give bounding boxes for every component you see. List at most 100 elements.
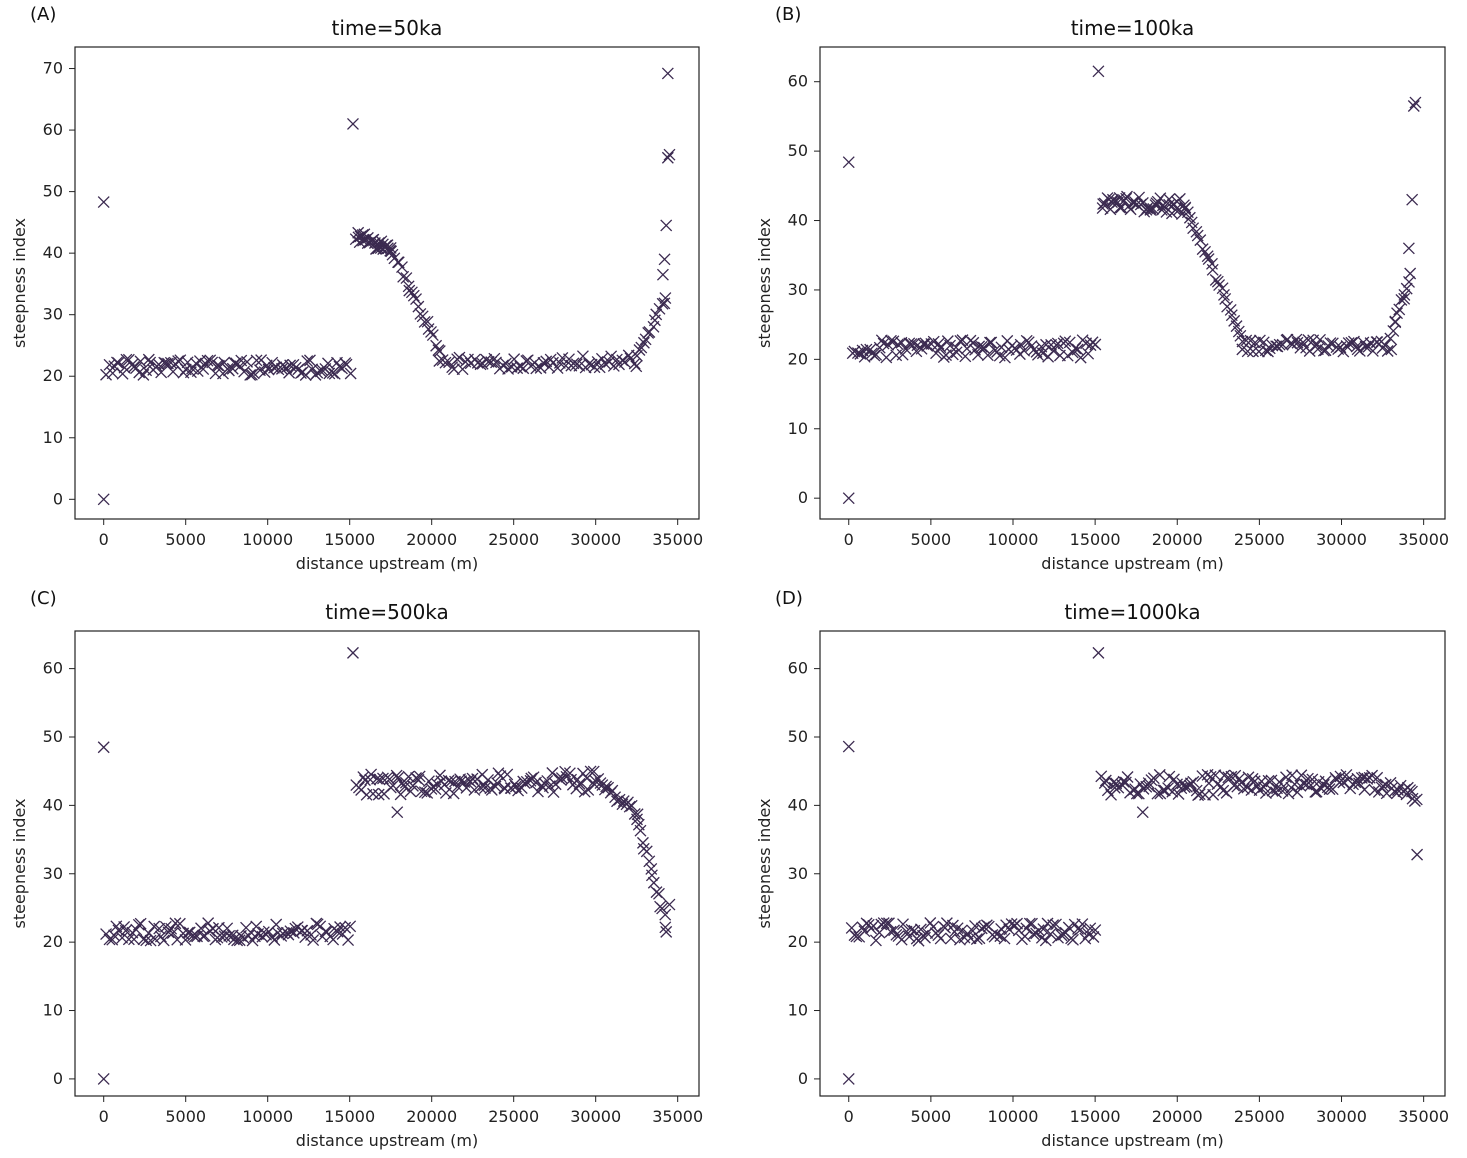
data-point: [663, 898, 676, 911]
data-point: [652, 887, 665, 900]
data-point: [941, 335, 954, 348]
data-point: [1153, 768, 1166, 781]
panel-label: (C): [30, 588, 57, 609]
data-point: [1018, 930, 1031, 943]
data-point: [517, 362, 530, 375]
data-point: [1409, 96, 1422, 109]
data-point: [275, 362, 288, 375]
data-point: [430, 339, 443, 352]
data-point: [606, 784, 619, 797]
data-point: [1368, 784, 1381, 797]
data-point: [1381, 345, 1394, 357]
data-point: [1259, 344, 1272, 357]
data-point: [1089, 924, 1102, 937]
data-point: [342, 934, 355, 946]
data-point: [875, 334, 888, 347]
y-tick-label: 20: [788, 349, 808, 368]
y-tick-label: 30: [43, 864, 63, 883]
data-point: [1349, 776, 1362, 789]
data-point: [953, 933, 966, 946]
panel-label: (A): [30, 4, 56, 25]
data-point: [639, 333, 652, 346]
data-point: [1235, 776, 1248, 789]
x-axis-label: distance upstream (m): [296, 554, 478, 573]
x-tick-label: 0: [844, 1107, 854, 1126]
data-point: [1389, 315, 1402, 328]
data-point: [1384, 332, 1397, 345]
data-point: [1391, 307, 1403, 320]
data-point: [1398, 292, 1411, 305]
data-point: [1143, 780, 1156, 793]
data-point: [656, 268, 669, 281]
y-tick-label: 10: [43, 1001, 63, 1020]
data-point: [134, 917, 147, 930]
data-point: [1358, 783, 1371, 796]
x-tick-label: 35000: [1398, 530, 1449, 549]
data-point: [287, 926, 300, 939]
data-point: [1301, 772, 1314, 785]
y-tick-label: 10: [788, 1001, 808, 1020]
x-tick-label: 0: [99, 1107, 109, 1126]
data-point: [400, 272, 413, 284]
data-point: [1092, 646, 1105, 659]
data-point: [537, 356, 550, 369]
data-point: [1011, 917, 1023, 930]
y-tick-label: 10: [43, 428, 63, 447]
x-tick-label: 20000: [1152, 530, 1203, 549]
data-point: [365, 768, 378, 781]
data-point: [860, 343, 873, 356]
data-point: [1147, 772, 1160, 785]
y-tick-label: 60: [43, 120, 63, 139]
data-point: [1324, 337, 1337, 350]
data-point: [1082, 347, 1095, 360]
y-tick-label: 50: [43, 727, 63, 746]
data-point: [1158, 784, 1171, 797]
data-point: [433, 345, 446, 358]
data-point: [1076, 918, 1089, 931]
data-point: [391, 806, 404, 819]
chart-title: time=1000ka: [1064, 600, 1200, 624]
data-point: [1237, 782, 1250, 795]
x-tick-label: 30000: [1316, 530, 1367, 549]
x-tick-label: 15000: [324, 530, 375, 549]
data-point: [422, 775, 435, 788]
data-point: [660, 219, 673, 232]
data-point: [870, 348, 883, 361]
data-point: [858, 350, 871, 363]
data-point: [637, 336, 650, 349]
data-point: [190, 357, 202, 370]
data-point: [1253, 334, 1266, 347]
data-point: [460, 781, 473, 794]
y-tick-label: 40: [43, 795, 63, 814]
data-point: [1217, 784, 1230, 797]
data-point: [1390, 787, 1403, 800]
x-tick-label: 35000: [1398, 1107, 1449, 1126]
x-tick-label: 10000: [988, 1107, 1039, 1126]
data-point: [869, 934, 882, 947]
data-point: [1398, 288, 1411, 301]
data-point: [418, 316, 431, 328]
data-point: [661, 67, 674, 80]
data-point: [468, 783, 481, 796]
data-point: [169, 917, 182, 930]
data-point: [155, 366, 168, 379]
x-tick-label: 15000: [1070, 1107, 1121, 1126]
data-point: [1314, 333, 1326, 346]
x-tick-label: 15000: [324, 1107, 375, 1126]
data-point: [1047, 919, 1060, 932]
x-tick-label: 10000: [242, 1107, 293, 1126]
data-point: [179, 933, 192, 946]
data-point: [275, 930, 288, 942]
data-point: [1163, 193, 1176, 206]
data-point: [246, 934, 259, 947]
data-point: [1071, 343, 1084, 356]
data-point: [975, 340, 988, 353]
data-point: [289, 922, 302, 935]
data-point: [1018, 344, 1031, 357]
data-point: [490, 356, 502, 369]
data-point: [1398, 783, 1411, 796]
data-point: [412, 773, 425, 786]
data-point: [118, 920, 131, 933]
